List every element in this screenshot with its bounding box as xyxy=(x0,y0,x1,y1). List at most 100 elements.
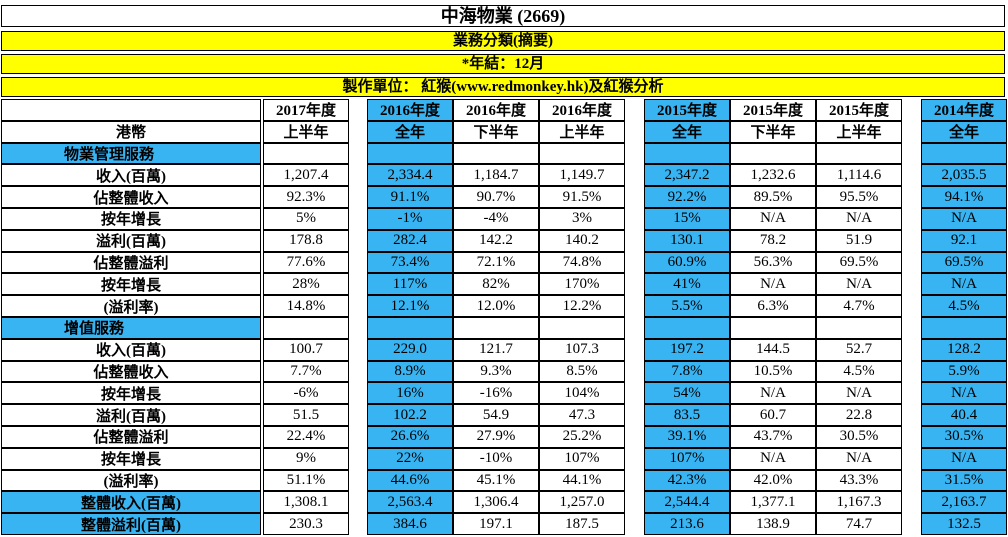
data-cell: N/A xyxy=(816,273,902,296)
data-cell: N/A xyxy=(921,382,1007,405)
section-header-cell xyxy=(921,317,1007,339)
data-cell: 9.3% xyxy=(453,360,539,383)
total-cell: 1,257.0 xyxy=(539,491,625,514)
data-cell: -10% xyxy=(453,447,539,470)
data-cell: 229.0 xyxy=(367,338,453,361)
data-cell: -1% xyxy=(367,208,453,230)
data-cell: 107.3 xyxy=(539,338,625,361)
data-cell: 5.9% xyxy=(921,360,1007,383)
data-cell: 142.2 xyxy=(453,229,539,252)
data-cell: 22.4% xyxy=(263,426,349,448)
data-cell: 12.1% xyxy=(367,295,453,317)
row-label: 佔整體溢利 xyxy=(1,251,261,274)
data-cell: 43.3% xyxy=(816,469,902,492)
data-cell: 52.7 xyxy=(816,338,902,361)
data-cell: N/A xyxy=(816,382,902,405)
total-cell: 1,308.1 xyxy=(263,491,349,514)
row-label: 佔整體收入 xyxy=(1,186,261,208)
data-cell: 10.5% xyxy=(730,360,816,383)
data-cell: 51.5 xyxy=(263,404,349,426)
data-cell: 1,232.6 xyxy=(730,164,816,187)
total-cell: 197.1 xyxy=(453,513,539,535)
year-end-banner: *年結：12月 xyxy=(1,54,1005,74)
data-cell: 69.5% xyxy=(816,251,902,274)
data-cell: 128.2 xyxy=(921,338,1007,361)
section-header-cell xyxy=(730,317,816,339)
data-cell: 117% xyxy=(367,273,453,296)
data-cell: -6% xyxy=(263,382,349,405)
section-header-cell xyxy=(453,317,539,339)
row-label: 按年增長 xyxy=(1,208,261,230)
data-cell: 95.5% xyxy=(816,186,902,208)
section-header-cell xyxy=(730,142,816,165)
data-cell: 1,149.7 xyxy=(539,164,625,187)
data-cell: 89.5% xyxy=(730,186,816,208)
currency-label: 港幣 xyxy=(1,120,261,143)
data-cell: 44.1% xyxy=(539,469,625,492)
column-year: 2015年度 xyxy=(816,99,902,121)
data-cell: 130.1 xyxy=(644,229,730,252)
data-cell: 16% xyxy=(367,382,453,405)
data-cell: 8.5% xyxy=(539,360,625,383)
row-label: 佔整體溢利 xyxy=(1,426,261,448)
data-cell: 43.7% xyxy=(730,426,816,448)
row-label: 溢利(百萬) xyxy=(1,229,261,252)
section-header-cell xyxy=(921,142,1007,165)
data-cell: 74.8% xyxy=(539,251,625,274)
data-cell: N/A xyxy=(921,273,1007,296)
data-cell: 92.1 xyxy=(921,229,1007,252)
data-cell: 4.5% xyxy=(921,295,1007,317)
data-cell: N/A xyxy=(816,447,902,470)
row-label: 按年增長 xyxy=(1,382,261,405)
total-cell: 1,377.1 xyxy=(730,491,816,514)
data-cell: N/A xyxy=(921,208,1007,230)
total-cell: 213.6 xyxy=(644,513,730,535)
column-period: 上半年 xyxy=(816,120,902,143)
data-cell: N/A xyxy=(730,382,816,405)
data-cell: -4% xyxy=(453,208,539,230)
data-cell: 30.5% xyxy=(921,426,1007,448)
column-period: 全年 xyxy=(921,120,1007,143)
column-period: 全年 xyxy=(367,120,453,143)
data-cell: 47.3 xyxy=(539,404,625,426)
data-cell: 31.5% xyxy=(921,469,1007,492)
data-cell: 12.0% xyxy=(453,295,539,317)
data-cell: 28% xyxy=(263,273,349,296)
data-cell: -16% xyxy=(453,382,539,405)
total-cell: 187.5 xyxy=(539,513,625,535)
data-cell: 12.2% xyxy=(539,295,625,317)
data-cell: 1,184.7 xyxy=(453,164,539,187)
data-cell: 73.4% xyxy=(367,251,453,274)
data-cell: 2,347.2 xyxy=(644,164,730,187)
data-cell: 42.3% xyxy=(644,469,730,492)
data-cell: 4.5% xyxy=(816,360,902,383)
total-cell: 1,167.3 xyxy=(816,491,902,514)
data-cell: 178.8 xyxy=(263,229,349,252)
data-cell: 144.5 xyxy=(730,338,816,361)
data-cell: 1,207.4 xyxy=(263,164,349,187)
credit-banner: 製作單位： 紅猴(www.redmonkey.hk)及紅猴分析 xyxy=(1,77,1005,97)
data-cell: 54.9 xyxy=(453,404,539,426)
data-cell: 92.2% xyxy=(644,186,730,208)
total-label: 整體收入(百萬) xyxy=(1,491,261,514)
section-header-cell xyxy=(644,142,730,165)
page-title: 中海物業 (2669) xyxy=(1,5,1005,27)
column-year: 2015年度 xyxy=(730,99,816,121)
data-cell: 51.9 xyxy=(816,229,902,252)
column-period: 全年 xyxy=(644,120,730,143)
data-cell: 56.3% xyxy=(730,251,816,274)
data-cell: 14.8% xyxy=(263,295,349,317)
data-cell: 107% xyxy=(644,447,730,470)
data-cell: N/A xyxy=(816,208,902,230)
section-header: 物業管理服務 xyxy=(1,142,261,165)
row-label: 收入(百萬) xyxy=(1,338,261,361)
data-cell: 282.4 xyxy=(367,229,453,252)
data-cell: 2,035.5 xyxy=(921,164,1007,187)
column-year: 2016年度 xyxy=(367,99,453,121)
column-year: 2014年度 xyxy=(921,99,1007,121)
subtitle-banner: 業務分類(摘要) xyxy=(1,31,1005,51)
data-cell: 77.6% xyxy=(263,251,349,274)
data-cell: 44.6% xyxy=(367,469,453,492)
data-cell: 100.7 xyxy=(263,338,349,361)
